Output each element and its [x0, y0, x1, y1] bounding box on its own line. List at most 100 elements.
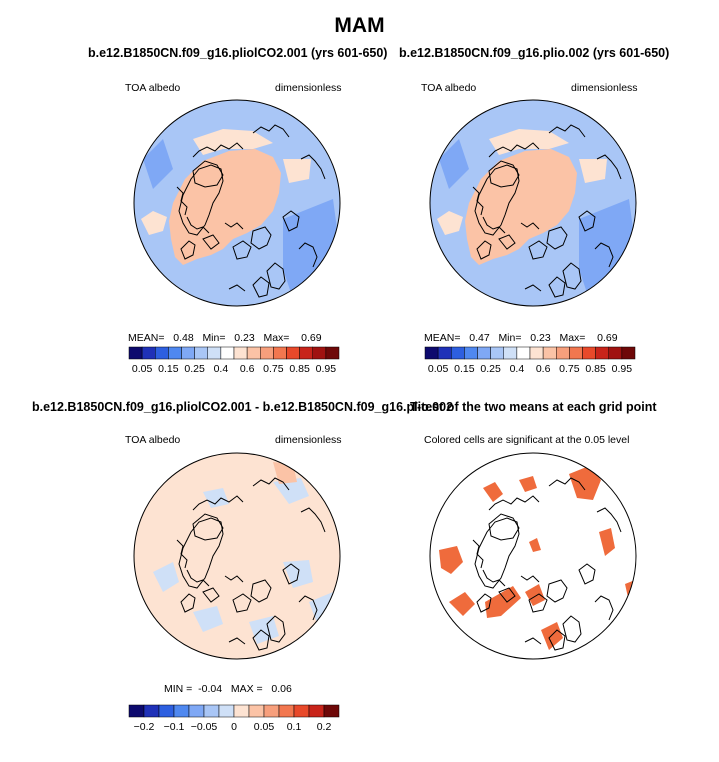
coastline-segment-2	[300, 507, 326, 533]
coastline-segment-6	[298, 242, 318, 268]
coastline-segment-5	[224, 575, 244, 583]
colorbar2-tick-6: 0.85	[585, 363, 606, 375]
colorbar1-box-13	[299, 346, 313, 360]
coastline-segment-6	[594, 595, 614, 621]
map-panel1	[133, 99, 341, 307]
coastline-segment-6	[298, 595, 318, 621]
figure-title: MAM	[334, 14, 385, 37]
coastline-island-3	[250, 226, 272, 250]
negative-difference-1	[203, 488, 229, 508]
significant-cells-2	[519, 476, 537, 492]
coastline-segment-2	[596, 507, 622, 533]
coastline-segment-5	[520, 222, 540, 230]
colorbar1-box-0	[128, 346, 143, 360]
panel2-stats: MEAN= 0.47 Min= 0.23 Max= 0.69	[424, 332, 618, 344]
coastline-segment-6	[594, 242, 614, 268]
alaska-field	[437, 211, 463, 235]
significant-cells-4	[599, 528, 615, 556]
colorbar2-box-10	[556, 346, 570, 360]
colorbar2-box-3	[464, 346, 478, 360]
map-boundary	[429, 452, 637, 660]
coastline-island-2	[528, 240, 548, 260]
colorbar3-box-5	[203, 704, 220, 718]
coastline-segment-4	[186, 216, 210, 234]
colorbar2-tick-2: 0.25	[480, 363, 501, 375]
coastline-segment-1	[548, 477, 586, 491]
coastline-greenland	[474, 517, 520, 589]
colorbar2-box-6	[503, 346, 518, 360]
map-boundary	[133, 452, 341, 660]
colorbar3-box-11	[293, 704, 310, 718]
significant-cells-3	[439, 546, 463, 574]
map-panel2	[429, 99, 637, 307]
coastline-segment-4	[482, 569, 506, 587]
map-field-1	[430, 100, 636, 306]
coastline-island-0	[476, 593, 492, 613]
colorbar2-tick-0: 0.05	[428, 363, 449, 375]
coastline-segment-0	[192, 495, 244, 511]
colorbar3-box-9	[263, 704, 280, 718]
significant-cells-6	[485, 586, 521, 618]
colorbar2-box-1	[437, 346, 452, 360]
colorbar1-box-10	[260, 346, 274, 360]
background	[430, 453, 636, 659]
coastline-island-5	[562, 615, 582, 643]
colorbar3-box-3	[173, 704, 190, 718]
coastlines	[176, 477, 326, 651]
colorbar2-box-0	[424, 346, 439, 360]
map-boundary	[429, 99, 637, 307]
colorbar2-box-15	[621, 346, 636, 360]
coastline-segment-7	[524, 637, 542, 645]
coastline-segment-4	[186, 569, 210, 587]
colorbar1-box-3	[168, 346, 182, 360]
colorbar3-tick-2: −0.05	[191, 721, 218, 733]
coastline-segment-1	[252, 477, 290, 491]
coastline-segment-1	[252, 124, 290, 138]
colorbar1-tick-5: 0.75	[263, 363, 284, 375]
colorbar3-tick-5: 0.1	[287, 721, 302, 733]
coastline-segment-0	[488, 142, 540, 158]
colorbar3-box-4	[188, 704, 205, 718]
colorbar2-box-5	[490, 346, 504, 360]
colorbar3-tick-6: 0.2	[317, 721, 332, 733]
colorbar1-box-14	[312, 346, 327, 360]
colorbar3-box-13	[323, 704, 340, 718]
significant-cells-9	[541, 622, 563, 650]
panel1-stats: MEAN= 0.48 Min= 0.23 Max= 0.69	[128, 332, 322, 344]
colorbar1-box-15	[325, 346, 340, 360]
coastline-island-6	[548, 629, 566, 651]
map-panel4	[429, 452, 637, 660]
colorbar1-box-11	[273, 346, 287, 360]
negative-difference-5	[249, 616, 279, 644]
colorbar3-box-2	[158, 704, 175, 718]
colorbar2-box-2	[451, 346, 465, 360]
coastline-island-5	[562, 262, 582, 290]
panel1-title: b.e12.B1850CN.f09_g16.pliolCO2.001 (yrs …	[88, 46, 388, 60]
panel1-variable-label: TOA albedo	[125, 82, 181, 94]
coastline-island-2	[232, 593, 252, 613]
colorbar3-box-7	[233, 704, 250, 718]
coastline-segment-3	[472, 539, 484, 569]
colorbar1-tick-1: 0.15	[158, 363, 179, 375]
coastline-island-2	[232, 240, 252, 260]
coastline-segment-7	[228, 637, 246, 645]
colorbar2-box-11	[569, 346, 583, 360]
colorbar3-tick-4: 0.05	[254, 721, 275, 733]
colorbar1-box-2	[155, 346, 169, 360]
coastline-island-3	[250, 579, 272, 603]
sea-ice-field	[169, 149, 281, 265]
colorbar1-box-12	[286, 346, 300, 360]
siberia-field	[579, 159, 607, 183]
significant-cells-5	[449, 592, 475, 616]
colorbar2-box-4	[477, 346, 491, 360]
colorbar-panel3: −0.2 −0.1 −0.05 0 0.05 0.1 0.2	[128, 704, 340, 733]
coastline-canadian-archipelago	[192, 513, 224, 541]
colorbar3-tick-3: 0	[231, 721, 237, 733]
panel2-variable-label: TOA albedo	[421, 82, 477, 94]
coastline-island-4	[578, 563, 596, 585]
coastline-greenland	[178, 517, 224, 589]
significant-cells-0	[569, 466, 601, 500]
map-field-2	[134, 453, 340, 659]
panel3-title: b.e12.B1850CN.f09_g16.pliolCO2.001 - b.e…	[32, 400, 454, 414]
coastline-greenland	[178, 164, 224, 236]
